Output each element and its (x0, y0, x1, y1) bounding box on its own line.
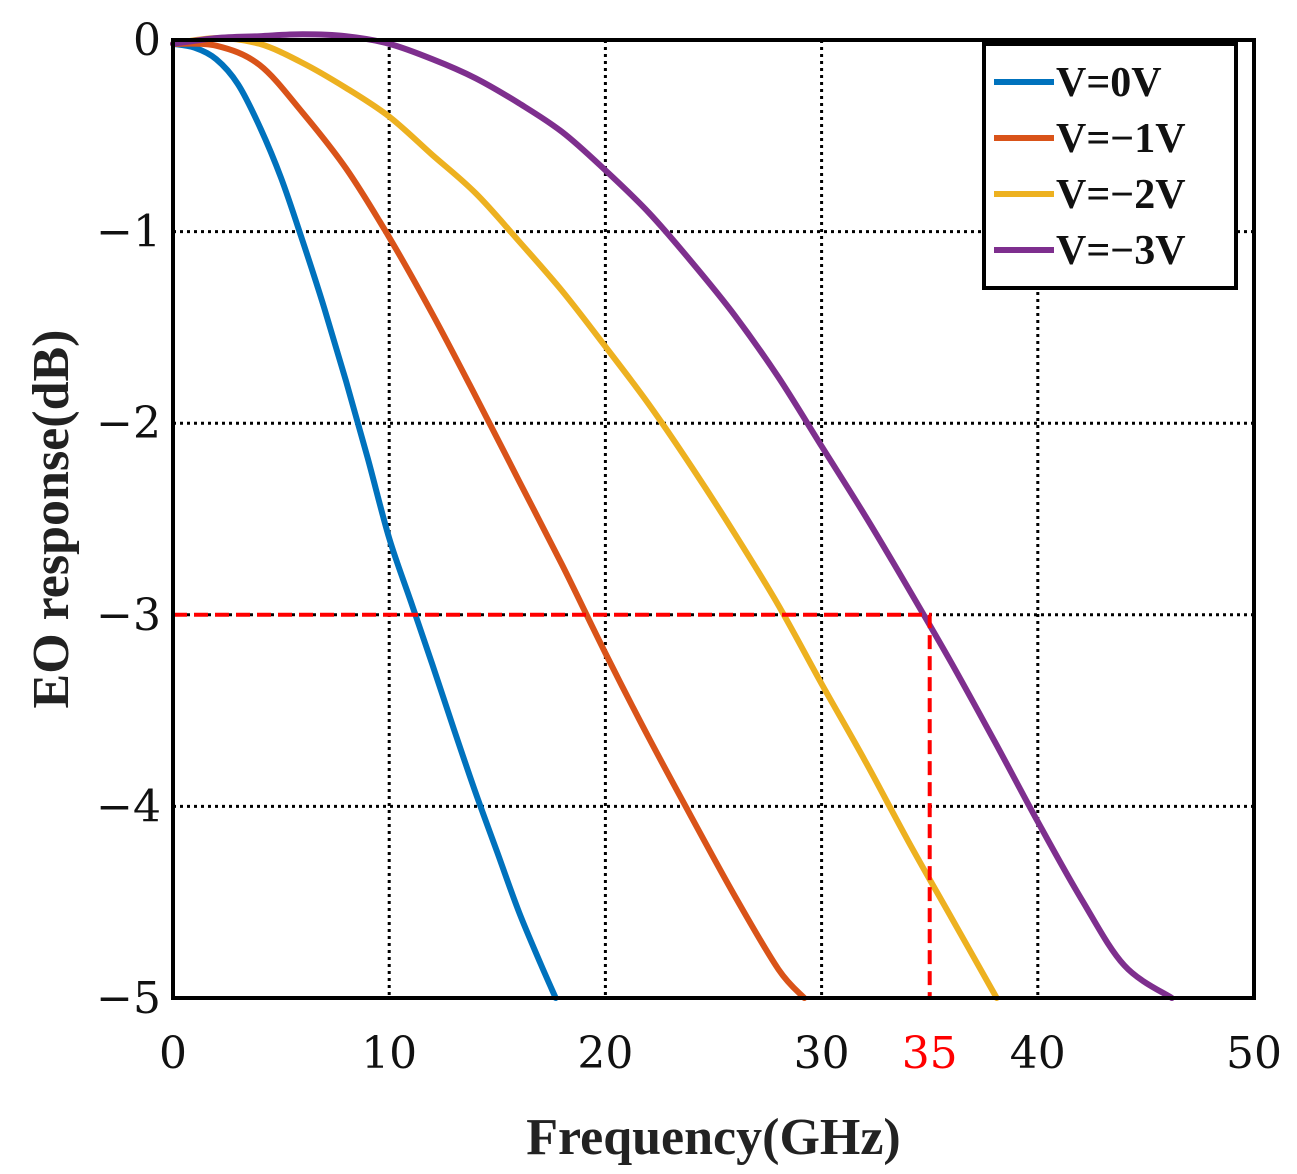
y-axis-title: EO response(dB) (23, 330, 80, 709)
series-line-2 (170, 35, 1000, 1001)
y-tick-label: −4 (96, 781, 161, 832)
series-line-3 (170, 31, 1175, 1001)
x-tick-label: 10 (361, 1028, 417, 1079)
x-tick-label: 40 (1010, 1028, 1066, 1079)
series-line-1 (170, 40, 808, 1001)
y-tick-label: −2 (96, 398, 161, 449)
x-tick-label: 0 (159, 1028, 187, 1079)
legend: V=0V V=−1V V=−2V V=−3V (982, 42, 1238, 290)
reference-x-label: 35 (902, 1028, 958, 1079)
legend-label-0: V=0V (1056, 60, 1162, 106)
series-line-0 (170, 40, 559, 1001)
x-axis-title: Frequency(GHz) (526, 1109, 901, 1166)
reference-lines (173, 612, 932, 998)
y-tick-label: −1 (96, 207, 161, 258)
curves (170, 31, 1175, 1001)
x-tick-label: 30 (794, 1028, 850, 1079)
x-tick-label: 50 (1226, 1028, 1282, 1079)
y-tick-label: −5 (96, 973, 161, 1024)
y-tick-label: 0 (133, 15, 161, 66)
y-tick-label: −3 (96, 590, 161, 641)
reference-line-3db (173, 612, 932, 998)
x-tick-label: 20 (577, 1028, 633, 1079)
tick-labels: 35 0 10 20 30 40 50 0 −1 −2 −3 −4 −5 (96, 15, 1282, 1079)
grid (173, 40, 1254, 998)
legend-label-2: V=−2V (1056, 172, 1186, 218)
legend-label-1: V=−1V (1056, 116, 1186, 162)
plot-frame (171, 38, 1256, 1000)
legend-label-3: V=−3V (1056, 228, 1186, 274)
